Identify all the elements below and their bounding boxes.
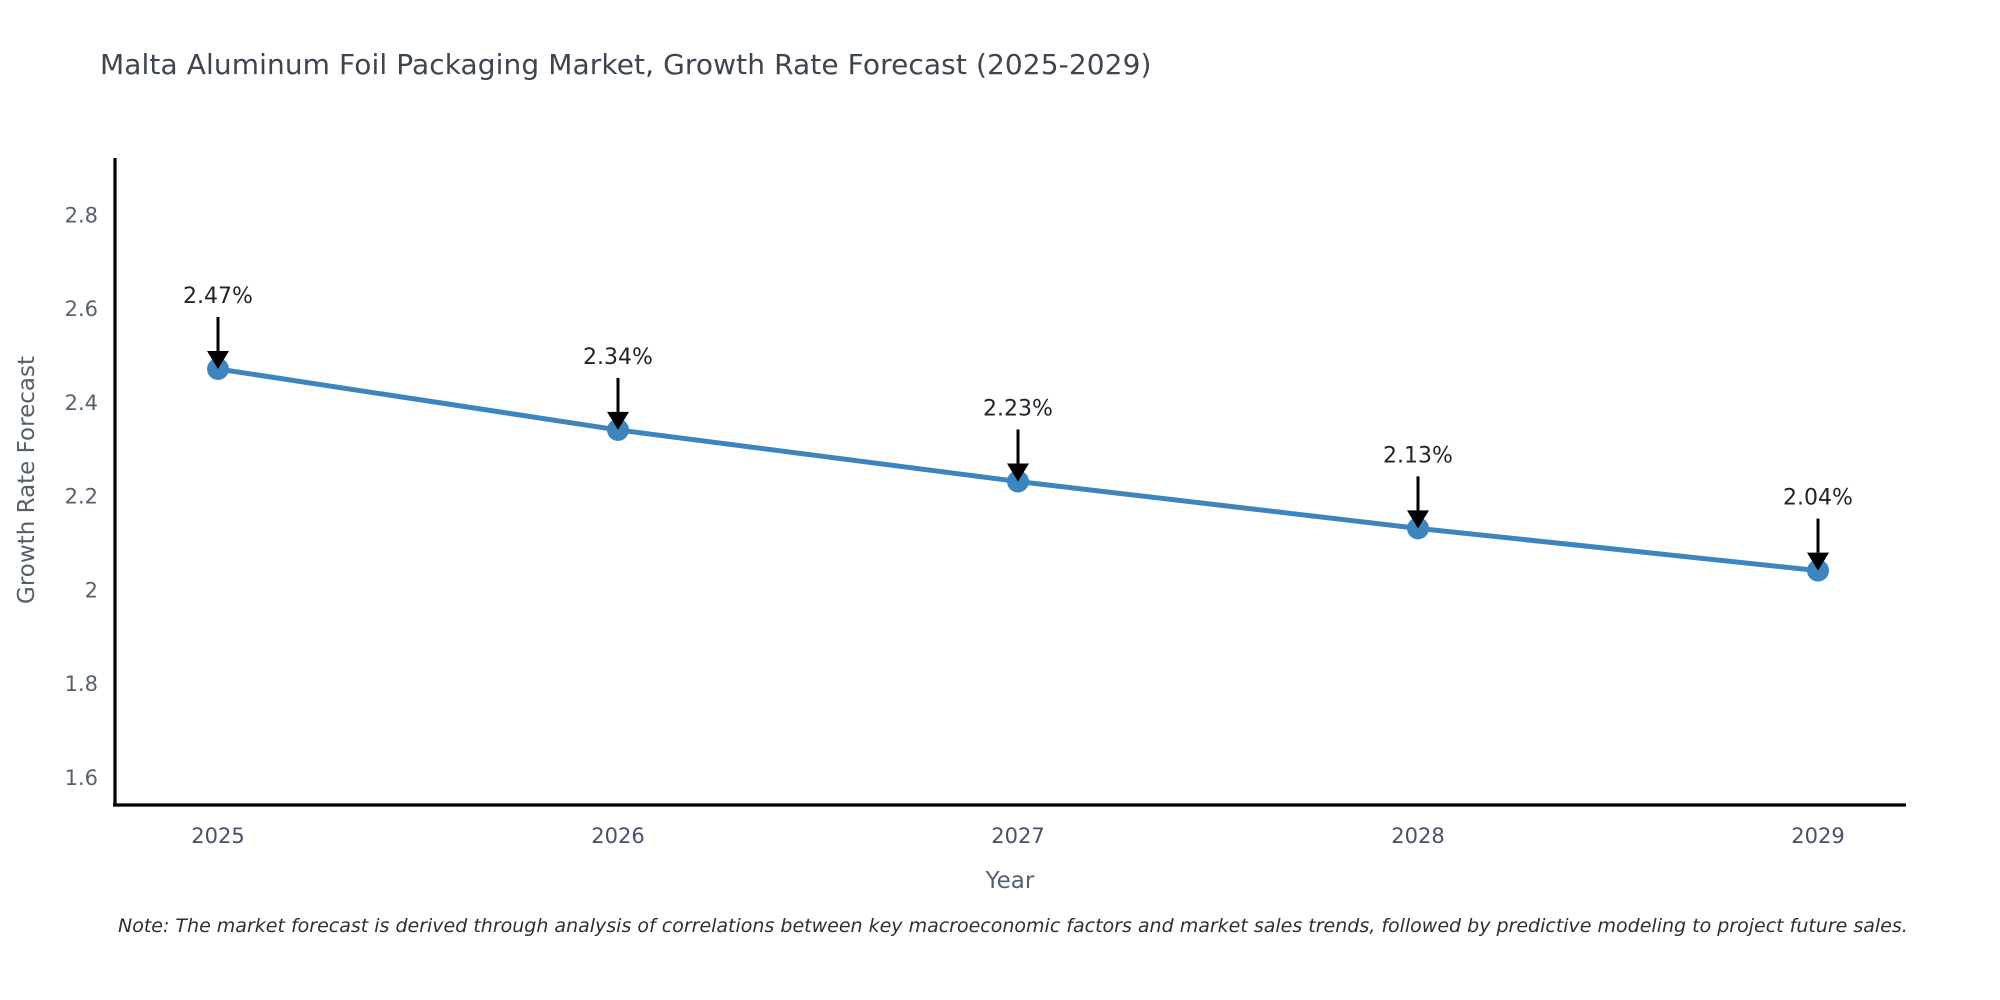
y-axis-title: Growth Rate Forecast — [14, 356, 40, 604]
y-tick-label: 2.6 — [65, 297, 98, 321]
x-tick-label: 2026 — [591, 824, 644, 848]
x-axis-title: Year — [985, 868, 1035, 894]
x-tick-label: 2025 — [191, 824, 244, 848]
data-point-label: 2.13% — [1383, 443, 1453, 468]
data-point-label: 2.04% — [1783, 486, 1853, 511]
data-point-label: 2.34% — [583, 345, 653, 370]
x-axis-tick-labels: 2025 2026 2027 2028 2029 — [191, 824, 1844, 848]
annotation-arrow-head — [207, 350, 229, 369]
annotation-arrow-head — [1407, 510, 1429, 529]
data-point-label: 2.47% — [183, 284, 253, 309]
y-tick-label: 2 — [85, 578, 98, 602]
chart-title: Malta Aluminum Foil Packaging Market, Gr… — [100, 48, 1152, 81]
x-tick-label: 2028 — [1391, 824, 1444, 848]
x-tick-label: 2027 — [991, 824, 1044, 848]
x-tick-label: 2029 — [1791, 824, 1844, 848]
annotation-arrow-head — [1807, 552, 1829, 571]
y-tick-label: 2.4 — [65, 391, 98, 415]
y-axis-tick-labels: 2.8 2.6 2.4 2.2 2 1.8 1.6 — [65, 203, 98, 790]
annotation-arrow-head — [1007, 463, 1029, 482]
data-point-label: 2.23% — [983, 397, 1053, 422]
y-tick-label: 2.8 — [65, 203, 98, 227]
y-tick-label: 1.8 — [65, 672, 98, 696]
y-tick-label: 1.6 — [65, 766, 98, 790]
chart-footnote: Note: The market forecast is derived thr… — [118, 915, 1908, 937]
y-tick-label: 2.2 — [65, 485, 98, 509]
annotation-arrow-head — [607, 411, 629, 430]
data-point-annotations: 2.47% 2.34% 2.23% 2.13% 2.04% — [183, 284, 1853, 571]
